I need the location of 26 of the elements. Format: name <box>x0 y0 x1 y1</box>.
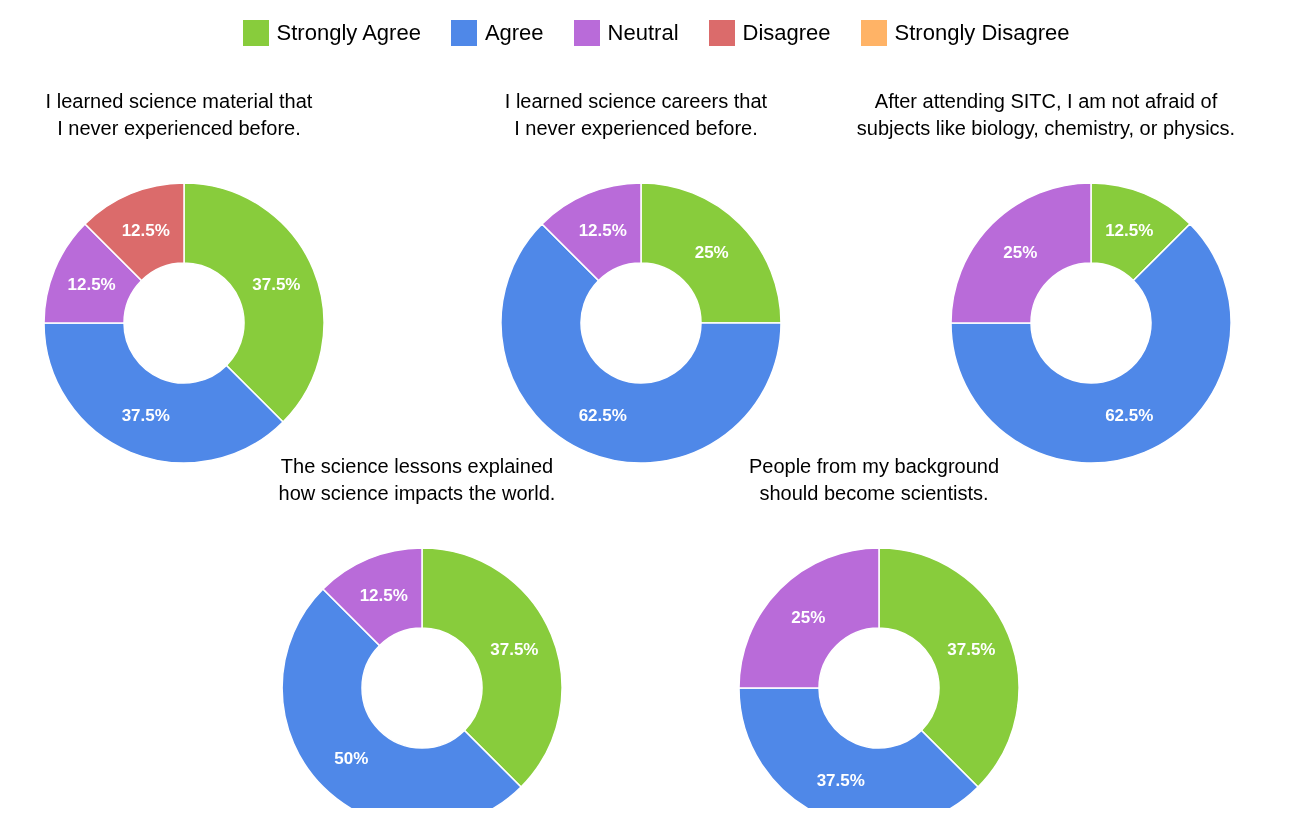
data-label: 37.5% <box>121 405 170 425</box>
legend-label: Disagree <box>742 20 831 46</box>
legend-label: Neutral <box>607 20 679 46</box>
text: I learned science material that I never experienced before. <box>44 89 314 141</box>
chart-title: After attending SITC, I am not afraid of subjects like biology, chemistry, or physics. <box>855 89 1237 141</box>
data-label: 37.5% <box>252 275 301 295</box>
data-label: 12.5% <box>67 275 116 295</box>
data-label: 12.5% <box>359 586 408 606</box>
data-label: 12.5% <box>1105 221 1154 241</box>
legend-label: Agree <box>484 20 544 46</box>
data-label: 37.5% <box>816 770 865 790</box>
data-label: 62.5% <box>1105 405 1154 425</box>
data-label: 37.5% <box>490 640 539 660</box>
data-label: 25% <box>791 607 826 627</box>
data-label: 12.5% <box>121 221 170 241</box>
data-label: 25% <box>1003 242 1038 262</box>
data-label: 12.5% <box>578 221 627 241</box>
chart-title: The science lessons explained how science impacts the world. <box>277 454 557 506</box>
data-label: 62.5% <box>578 405 627 425</box>
data-label: 50% <box>334 749 369 769</box>
chart-title: I learned science careers that I never experienced before. <box>504 90 768 139</box>
legend-label: Strongly Agree <box>276 20 421 46</box>
data-label: 25% <box>694 242 729 262</box>
data-label: 37.5% <box>947 640 996 660</box>
legend-label: Strongly Disagree <box>894 20 1070 46</box>
chart-title: People from my background should become scientists. <box>747 454 1001 506</box>
